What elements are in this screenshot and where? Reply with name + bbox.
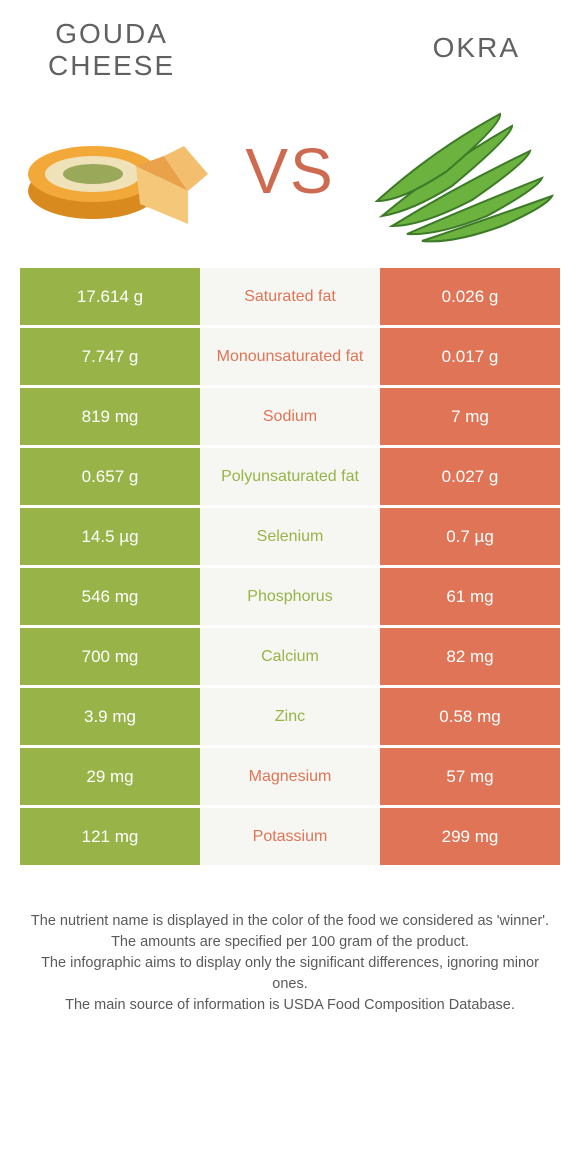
- table-row: 121 mgPotassium299 mg: [20, 808, 560, 865]
- footnote-line: The amounts are specified per 100 gram o…: [22, 932, 558, 953]
- right-value: 0.58 mg: [380, 688, 560, 745]
- left-value: 29 mg: [20, 748, 200, 805]
- table-row: 7.747 gMonounsaturated fat0.017 g: [20, 328, 560, 385]
- left-value: 0.657 g: [20, 448, 200, 505]
- nutrient-label: Potassium: [200, 808, 380, 865]
- images-row: VS: [0, 82, 580, 268]
- left-value: 121 mg: [20, 808, 200, 865]
- nutrient-label: Monounsaturated fat: [200, 328, 380, 385]
- nutrient-label: Zinc: [200, 688, 380, 745]
- footnotes: The nutrient name is displayed in the co…: [0, 911, 580, 1016]
- header-titles: Goudacheese Okra: [0, 0, 580, 82]
- nutrient-label: Polyunsaturated fat: [200, 448, 380, 505]
- nutrient-label: Calcium: [200, 628, 380, 685]
- left-value: 819 mg: [20, 388, 200, 445]
- right-value: 0.026 g: [380, 268, 560, 325]
- right-value: 61 mg: [380, 568, 560, 625]
- left-food-image: [18, 96, 218, 246]
- table-row: 29 mgMagnesium57 mg: [20, 748, 560, 805]
- table-row: 3.9 mgZinc0.58 mg: [20, 688, 560, 745]
- nutrient-label: Phosphorus: [200, 568, 380, 625]
- table-row: 819 mgSodium7 mg: [20, 388, 560, 445]
- right-food-title: Okra: [433, 32, 520, 64]
- right-value: 7 mg: [380, 388, 560, 445]
- table-row: 546 mgPhosphorus61 mg: [20, 568, 560, 625]
- nutrient-label: Saturated fat: [200, 268, 380, 325]
- right-value: 0.027 g: [380, 448, 560, 505]
- left-value: 700 mg: [20, 628, 200, 685]
- right-value: 82 mg: [380, 628, 560, 685]
- nutrient-label: Selenium: [200, 508, 380, 565]
- left-food-title: Goudacheese: [48, 18, 175, 82]
- footnote-line: The main source of information is USDA F…: [22, 995, 558, 1016]
- nutrient-label: Magnesium: [200, 748, 380, 805]
- table-row: 17.614 gSaturated fat0.026 g: [20, 268, 560, 325]
- left-value: 546 mg: [20, 568, 200, 625]
- right-value: 299 mg: [380, 808, 560, 865]
- left-value: 3.9 mg: [20, 688, 200, 745]
- right-value: 0.7 µg: [380, 508, 560, 565]
- right-value: 0.017 g: [380, 328, 560, 385]
- table-row: 0.657 gPolyunsaturated fat0.027 g: [20, 448, 560, 505]
- left-value: 17.614 g: [20, 268, 200, 325]
- right-food-image: [362, 96, 562, 246]
- footnote-line: The nutrient name is displayed in the co…: [22, 911, 558, 932]
- right-value: 57 mg: [380, 748, 560, 805]
- table-row: 700 mgCalcium82 mg: [20, 628, 560, 685]
- vs-label: VS: [245, 134, 334, 208]
- footnote-line: The infographic aims to display only the…: [22, 953, 558, 995]
- comparison-table: 17.614 gSaturated fat0.026 g7.747 gMonou…: [20, 268, 560, 865]
- left-value: 14.5 µg: [20, 508, 200, 565]
- table-row: 14.5 µgSelenium0.7 µg: [20, 508, 560, 565]
- nutrient-label: Sodium: [200, 388, 380, 445]
- left-value: 7.747 g: [20, 328, 200, 385]
